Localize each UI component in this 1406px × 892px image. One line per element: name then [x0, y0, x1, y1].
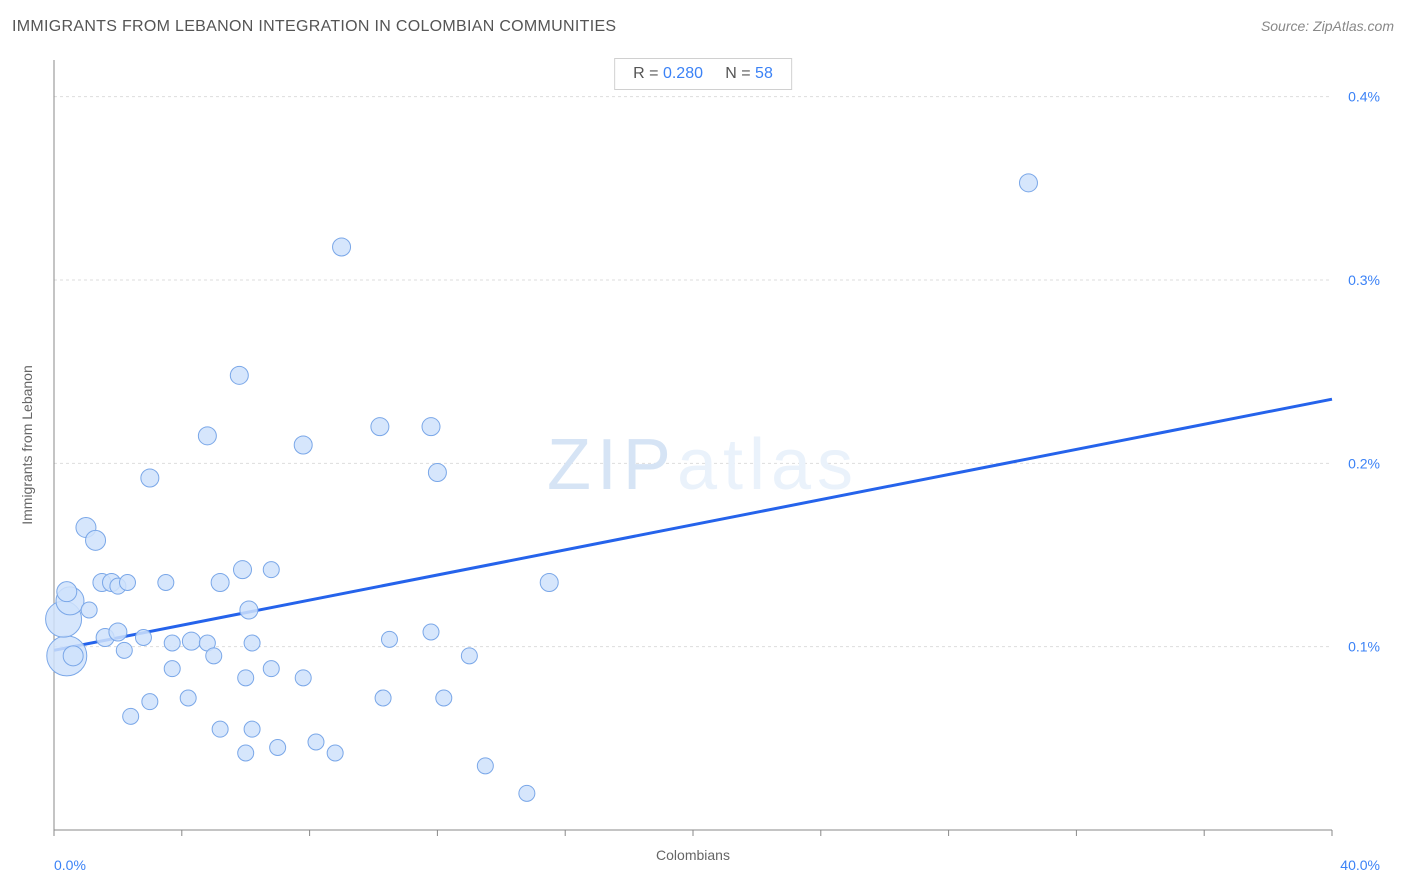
y-tick-label: 0.3%: [1348, 272, 1380, 288]
data-point: [63, 646, 83, 666]
data-point: [180, 690, 196, 706]
data-point: [540, 574, 558, 592]
x-min-label: 0.0%: [54, 857, 86, 873]
data-point: [270, 740, 286, 756]
data-point: [141, 469, 159, 487]
y-tick-label: 0.4%: [1348, 89, 1380, 105]
data-point: [206, 648, 222, 664]
data-point: [164, 635, 180, 651]
data-point: [238, 670, 254, 686]
data-point: [57, 582, 77, 602]
data-point: [86, 530, 106, 550]
data-point: [294, 436, 312, 454]
data-point: [212, 721, 228, 737]
y-tick-label: 0.1%: [1348, 639, 1380, 655]
data-point: [182, 632, 200, 650]
data-point: [244, 635, 260, 651]
scatter-chart: 0.1% 0.2% 0.3% 0.4% 0.0% 40.0% Colombians Immig…: [12, 50, 1394, 880]
data-point: [477, 758, 493, 774]
chart-title: IMMIGRANTS FROM LEBANON INTEGRATION IN C…: [12, 18, 616, 36]
data-point: [238, 745, 254, 761]
y-axis-label: Immigrants from Lebanon: [19, 365, 35, 525]
data-point: [119, 575, 135, 591]
data-point: [308, 734, 324, 750]
data-point: [164, 661, 180, 677]
data-point: [142, 694, 158, 710]
data-point: [263, 661, 279, 677]
chart-container: 0.1% 0.2% 0.3% 0.4% 0.0% 40.0% Colombians Immig…: [12, 50, 1394, 880]
data-point: [244, 721, 260, 737]
x-axis-label: Colombians: [656, 847, 730, 863]
n-value: 58: [755, 65, 773, 82]
data-point: [135, 630, 151, 646]
data-point: [123, 708, 139, 724]
data-point: [116, 642, 132, 658]
data-point: [423, 624, 439, 640]
r-value: 0.280: [663, 65, 703, 82]
data-point: [519, 785, 535, 801]
data-point: [327, 745, 343, 761]
data-point: [230, 366, 248, 384]
data-point: [371, 418, 389, 436]
data-point: [109, 623, 127, 641]
data-point: [240, 601, 258, 619]
data-point: [375, 690, 391, 706]
data-point: [381, 631, 397, 647]
stats-box: R = 0.280 N = 58: [614, 58, 792, 90]
source-name: ZipAtlas.com: [1313, 18, 1394, 34]
data-point: [263, 562, 279, 578]
x-max-label: 40.0%: [1340, 857, 1380, 873]
data-point: [333, 238, 351, 256]
data-point: [422, 418, 440, 436]
data-point: [436, 690, 452, 706]
source-attribution: Source: ZipAtlas.com: [1261, 18, 1394, 34]
data-point: [234, 561, 252, 579]
n-label: N =: [725, 65, 755, 82]
data-point: [198, 427, 216, 445]
data-point: [81, 602, 97, 618]
data-point: [295, 670, 311, 686]
source-prefix: Source:: [1261, 18, 1313, 34]
data-point: [1019, 174, 1037, 192]
data-point: [158, 575, 174, 591]
r-label: R =: [633, 65, 663, 82]
data-point: [211, 574, 229, 592]
y-tick-label: 0.2%: [1348, 455, 1380, 471]
data-point: [428, 464, 446, 482]
data-point: [461, 648, 477, 664]
